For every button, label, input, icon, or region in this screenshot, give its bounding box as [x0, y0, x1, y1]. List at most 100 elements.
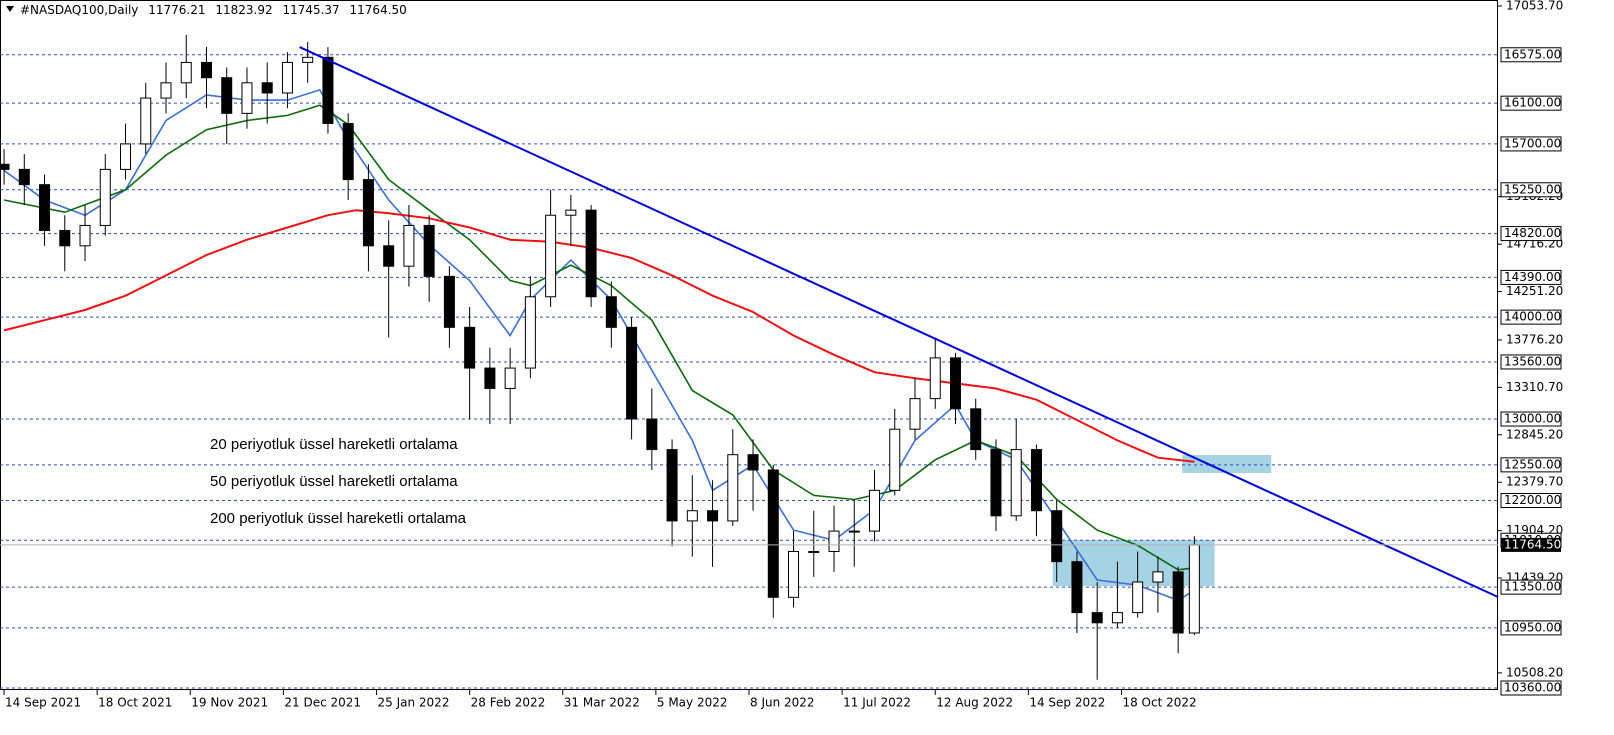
symbol: #NASDAQ100,Daily — [20, 3, 138, 17]
overlay: #NASDAQ100,Daily 11776.21 11823.92 11745… — [6, 3, 467, 527]
candle-body — [565, 209, 577, 216]
candle-body — [221, 77, 233, 114]
x-tick-label: 18 Oct 2021 — [98, 696, 172, 710]
annotation: 20 periyotluk üssel hareketli ortalama — [210, 436, 458, 453]
y-tick-label: 10508.20 — [1506, 665, 1563, 679]
y-tick-label: 13776.20 — [1506, 332, 1563, 346]
candle-body — [1172, 571, 1184, 634]
candle-body — [59, 230, 71, 247]
candle-body — [261, 82, 273, 94]
candle-body — [0, 163, 10, 170]
marks — [0, 34, 1499, 689]
candle-body — [1071, 561, 1083, 614]
level-label: 14390.00 — [1504, 270, 1561, 284]
candle-body — [1051, 510, 1063, 563]
x-tick-label: 18 Oct 2022 — [1122, 696, 1196, 710]
candle-body — [1091, 612, 1103, 624]
candle-body — [585, 209, 597, 298]
level-label: 15250.00 — [1504, 182, 1561, 196]
candle-body — [200, 61, 212, 79]
level-label-box — [1500, 226, 1562, 242]
open-value: 11776.21 — [148, 3, 205, 17]
level-label-box — [1500, 182, 1562, 198]
price-tag — [1501, 537, 1561, 552]
candle-body — [970, 408, 982, 451]
candle-body — [605, 296, 617, 328]
low-value: 11745.37 — [282, 3, 339, 17]
candle-body — [808, 550, 820, 553]
candle-body — [1152, 571, 1164, 583]
candle-body — [403, 224, 415, 267]
candle-body — [524, 296, 536, 369]
zone — [1182, 454, 1272, 474]
candle-body — [848, 530, 860, 533]
candle-body — [707, 510, 719, 522]
level-label: 13000.00 — [1504, 412, 1561, 426]
x-tick-label: 11 Jul 2022 — [843, 696, 911, 710]
level-label-box — [1500, 95, 1562, 111]
level-label-box — [1500, 579, 1562, 595]
candle-body — [1030, 449, 1042, 512]
x-tick-label: 12 Aug 2022 — [936, 696, 1013, 710]
candle-body — [767, 469, 779, 598]
y-tick-label: 12845.20 — [1506, 427, 1563, 441]
candle-body — [1010, 449, 1022, 517]
candle-body — [302, 56, 314, 63]
candle-body — [342, 123, 354, 181]
level-label: 16100.00 — [1504, 96, 1561, 110]
candle-body — [18, 168, 30, 186]
level-label-box — [1500, 680, 1562, 696]
candle-body — [160, 82, 172, 99]
candle-body — [1132, 581, 1144, 614]
level-label-box — [1500, 493, 1562, 509]
candle-body — [990, 449, 1002, 517]
candle-body — [686, 510, 698, 522]
candle-body — [727, 454, 739, 522]
candle-body — [828, 530, 840, 552]
x-tick-label: 21 Dec 2021 — [284, 696, 361, 710]
level-label-box — [1500, 620, 1562, 636]
close-value: 11764.50 — [350, 3, 407, 17]
level-label: 13560.00 — [1504, 354, 1561, 368]
level-label: 12550.00 — [1504, 457, 1561, 471]
level-label: 14000.00 — [1504, 310, 1561, 324]
level-label-box — [1500, 47, 1562, 63]
level-label-box — [1500, 457, 1562, 473]
candle-body — [1188, 544, 1200, 634]
level-label-box — [1500, 269, 1562, 285]
candle-body — [909, 398, 921, 430]
x-tick-label: 25 Jan 2022 — [378, 696, 450, 710]
x-tick-label: 31 Mar 2022 — [564, 696, 640, 710]
candle-body — [666, 449, 678, 522]
candle-body — [140, 97, 152, 145]
candle-body — [120, 143, 132, 170]
price-tag-label: 11764.50 — [1504, 537, 1561, 551]
level-label: 11350.00 — [1504, 580, 1561, 594]
candle-body — [281, 61, 293, 94]
candle-body — [626, 326, 638, 420]
candle-body — [869, 489, 881, 532]
candle-body — [504, 367, 516, 389]
candle-body — [443, 275, 455, 328]
candle-body — [79, 224, 91, 247]
level-label-box — [1500, 354, 1562, 370]
level-label-box — [1500, 411, 1562, 427]
candle-body — [484, 367, 496, 389]
candle-body — [747, 454, 759, 471]
candle-body — [929, 357, 941, 400]
annotation: 200 periyotluk üssel hareketli ortalama — [210, 510, 467, 527]
plot-frame — [0, 0, 1498, 690]
level-label: 12200.00 — [1504, 493, 1561, 507]
level-label: 10950.00 — [1504, 620, 1561, 634]
menu-triangle — [6, 6, 14, 12]
high-value: 11823.92 — [215, 3, 272, 17]
candle-body — [646, 418, 658, 451]
annotation: 50 periyotluk üssel hareketli ortalama — [210, 473, 458, 490]
candle-body — [788, 550, 800, 598]
candle-body — [383, 245, 395, 267]
level-label: 14820.00 — [1504, 226, 1561, 240]
header: #NASDAQ100,Daily 11776.21 11823.92 11745… — [20, 3, 407, 17]
level-label-box — [1500, 136, 1562, 152]
